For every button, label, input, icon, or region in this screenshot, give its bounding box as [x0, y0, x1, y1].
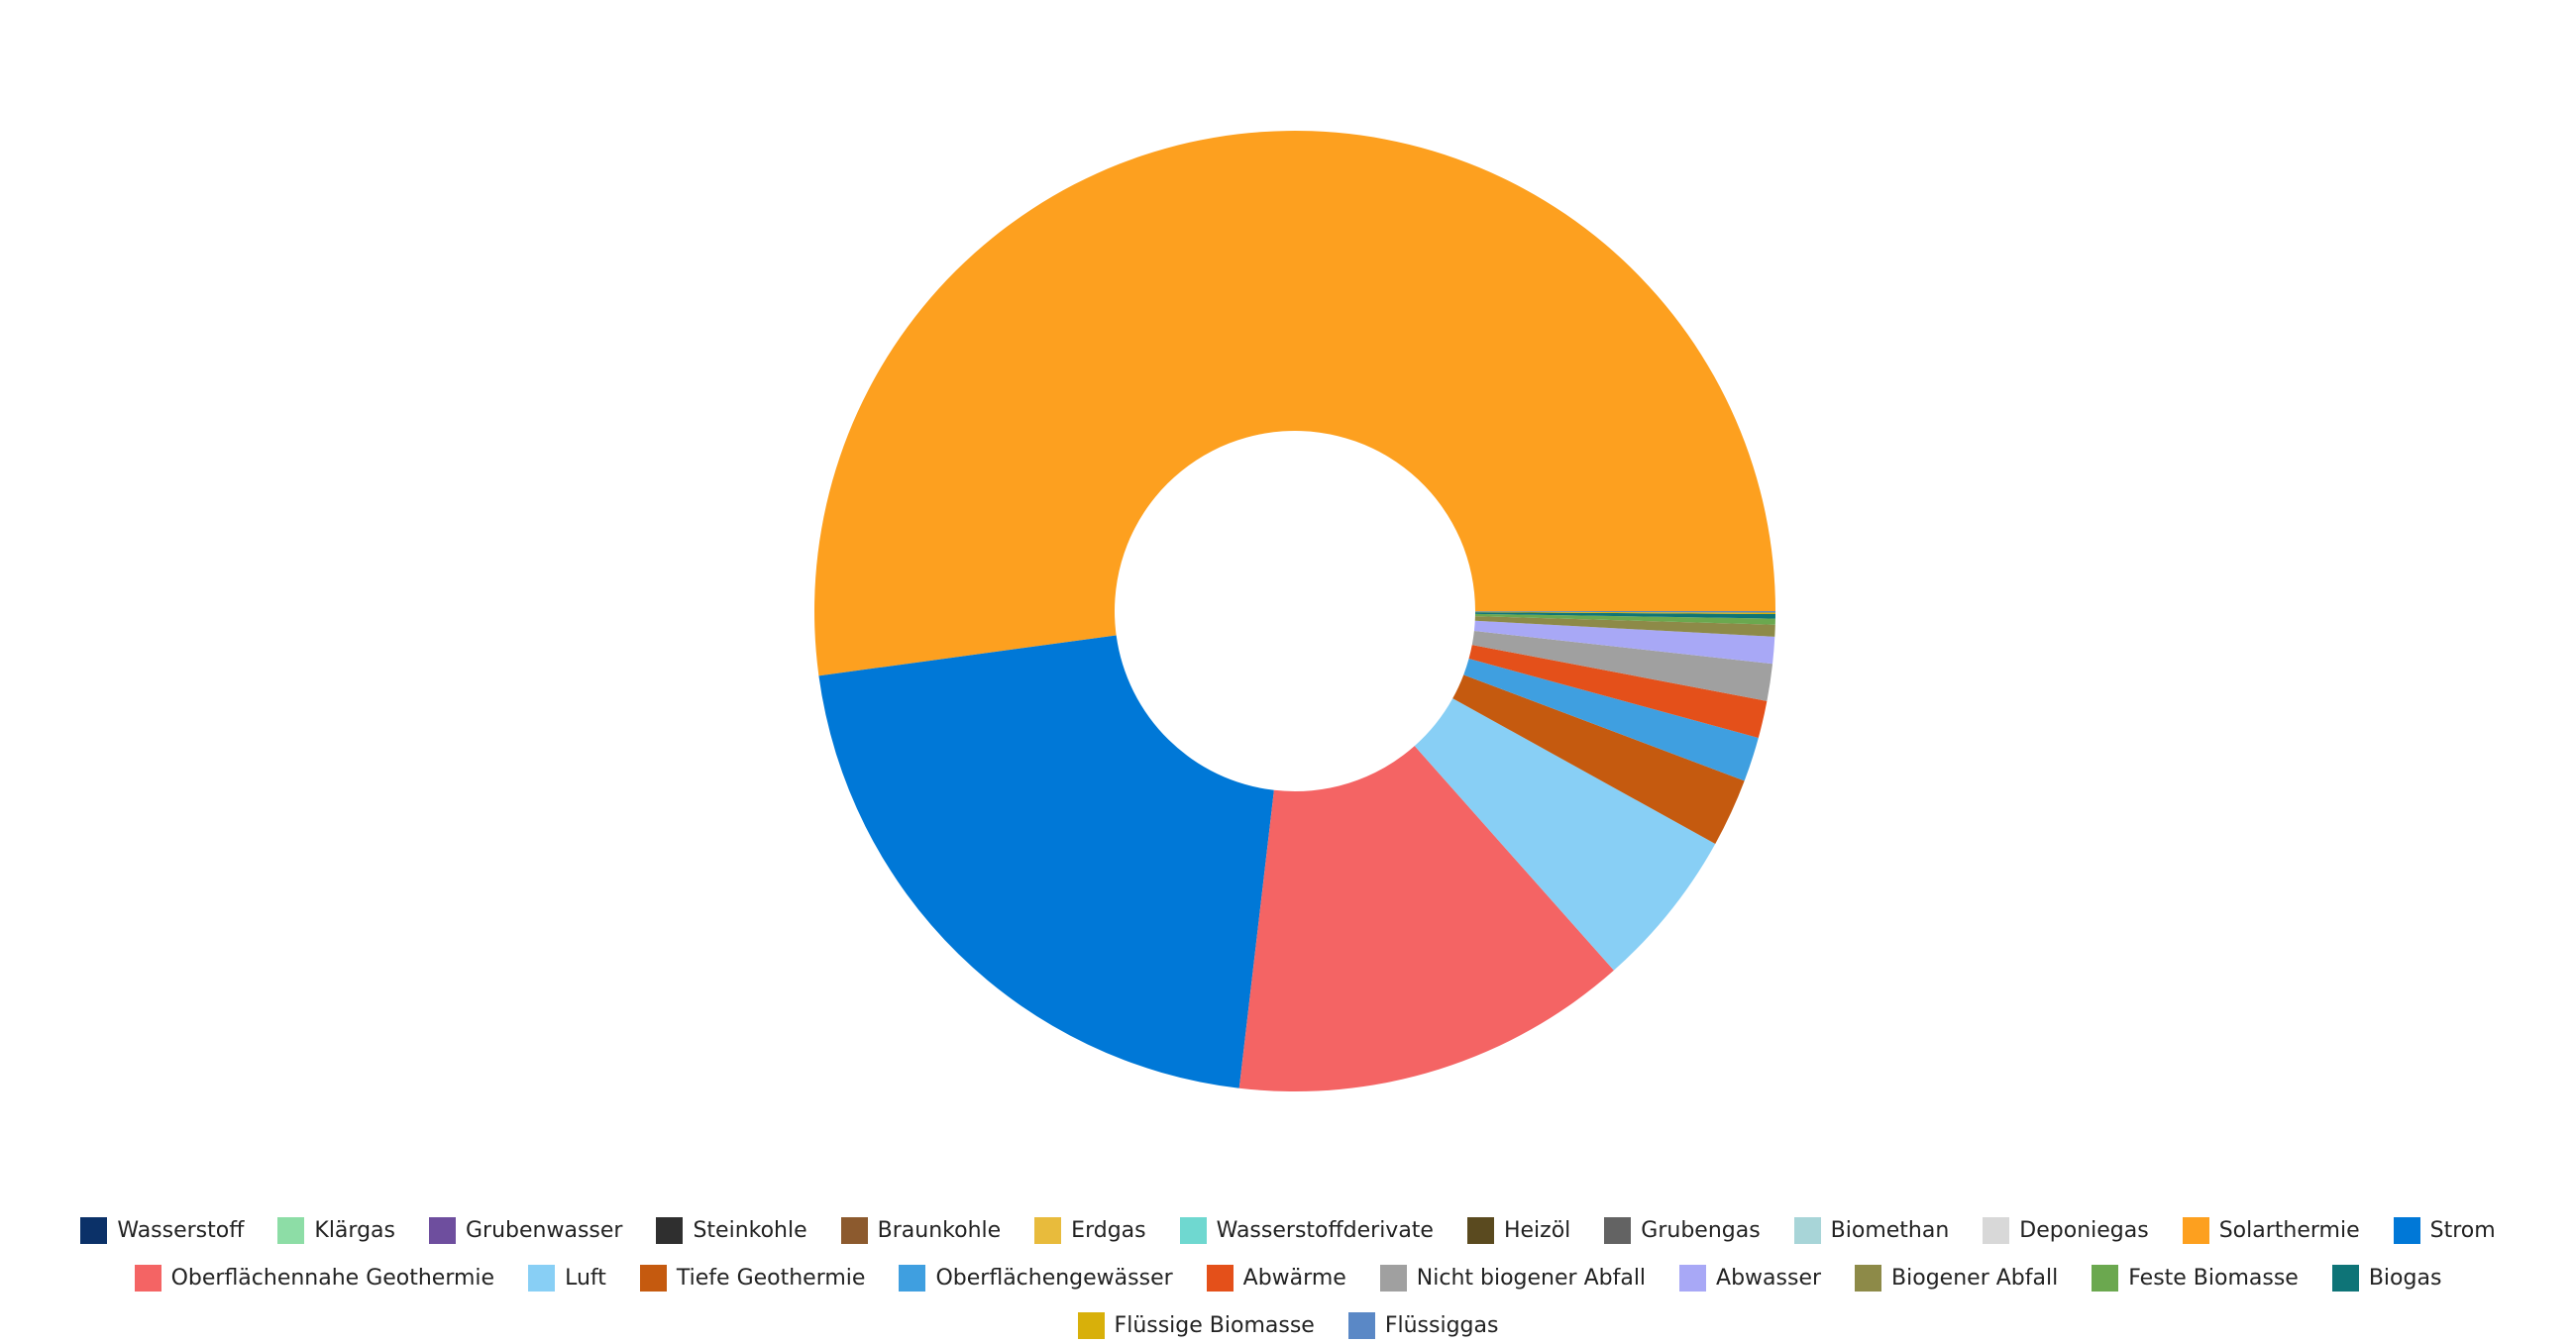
legend-item[interactable]: Solarthermie: [2182, 1211, 2360, 1249]
legend-label: Grubenwasser: [465, 1217, 623, 1243]
legend-swatch: [1179, 1216, 1207, 1244]
legend-label: Wasserstoff: [117, 1217, 245, 1243]
donut-slice: [1471, 630, 1773, 701]
legend-swatch: [528, 1264, 556, 1292]
donut-slice: [1474, 616, 1775, 637]
legend-label: Heizöl: [1503, 1217, 1571, 1243]
donut-slice: [814, 131, 1775, 676]
legend-swatch: [1034, 1216, 1062, 1244]
legend-label: Klärgas: [314, 1217, 395, 1243]
legend-swatch: [428, 1216, 456, 1244]
legend-label: Oberflächennahe Geothermie: [170, 1265, 495, 1291]
legend-swatch: [1793, 1216, 1821, 1244]
legend-item[interactable]: Luft: [528, 1259, 606, 1296]
legend-label: Abwasser: [1716, 1265, 1822, 1291]
legend-swatch: [639, 1264, 667, 1292]
donut-slice: [1474, 613, 1775, 625]
legend-item[interactable]: Wasserstoffderivate: [1179, 1211, 1434, 1249]
legend-swatch: [1466, 1216, 1494, 1244]
legend-label: Abwärme: [1242, 1265, 1346, 1291]
legend-swatch: [1347, 1311, 1375, 1339]
legend-label: Feste Biomasse: [2128, 1265, 2299, 1291]
legend-item[interactable]: Braunkohle: [840, 1211, 1002, 1249]
legend-swatch: [2393, 1216, 2420, 1244]
donut-slice: [1473, 620, 1775, 665]
legend-swatch: [277, 1216, 305, 1244]
legend-swatch: [2182, 1216, 2209, 1244]
donut-slice: [1238, 746, 1614, 1091]
legend-item[interactable]: Abwasser: [1679, 1259, 1821, 1296]
legend-label: Strom: [2429, 1217, 2496, 1243]
donut-slice: [1474, 611, 1775, 615]
legend-label: Braunkohle: [877, 1217, 1002, 1243]
legend-swatch: [840, 1216, 868, 1244]
legend-swatch: [1604, 1216, 1632, 1244]
legend-item[interactable]: Deponiegas: [1983, 1211, 2149, 1249]
donut-slice: [1468, 645, 1768, 738]
legend-item[interactable]: Grubengas: [1604, 1211, 1761, 1249]
legend-item[interactable]: Nicht biogener Abfall: [1379, 1259, 1647, 1296]
legend-label: Luft: [565, 1265, 606, 1291]
legend-swatch: [1855, 1264, 1882, 1292]
donut-slice: [1452, 674, 1745, 844]
donut-slice: [1463, 659, 1759, 781]
legend-item[interactable]: Biomethan: [1793, 1211, 1950, 1249]
legend-swatch: [2092, 1264, 2119, 1292]
legend-label: Erdgas: [1071, 1217, 1146, 1243]
legend-swatch: [1679, 1264, 1707, 1292]
legend-swatch: [1379, 1264, 1407, 1292]
legend-label: Solarthermie: [2218, 1217, 2360, 1243]
legend-item[interactable]: Tiefe Geothermie: [639, 1259, 866, 1296]
legend-item[interactable]: Abwärme: [1206, 1259, 1346, 1296]
legend-label: Grubengas: [1641, 1217, 1761, 1243]
legend-label: Biomethan: [1830, 1217, 1950, 1243]
legend-label: Oberflächengewässer: [935, 1265, 1173, 1291]
chart: [814, 131, 1775, 1091]
legend-label: Flüssiggas: [1384, 1312, 1499, 1338]
legend-swatch: [134, 1264, 161, 1292]
legend-swatch: [80, 1216, 108, 1244]
legend-item[interactable]: Flüssige Biomasse: [1077, 1306, 1315, 1344]
legend-swatch: [2331, 1264, 2359, 1292]
legend-label: Tiefe Geothermie: [676, 1265, 866, 1291]
legend-swatch: [1077, 1311, 1105, 1339]
donut-slice: [1474, 611, 1775, 613]
legend-item[interactable]: Biogener Abfall: [1855, 1259, 2058, 1296]
legend-item[interactable]: Erdgas: [1034, 1211, 1146, 1249]
legend-item[interactable]: Strom: [2393, 1211, 2496, 1249]
legend-label: Nicht biogener Abfall: [1416, 1265, 1647, 1291]
legend-label: Deponiegas: [2019, 1217, 2149, 1243]
legend-label: Biogener Abfall: [1891, 1265, 2059, 1291]
legend-item[interactable]: Wasserstoff: [80, 1211, 244, 1249]
legend-item[interactable]: Flüssiggas: [1347, 1306, 1499, 1344]
legend-item[interactable]: Klärgas: [277, 1211, 395, 1249]
legend-label: Flüssige Biomasse: [1114, 1312, 1315, 1338]
legend-swatch: [1206, 1264, 1234, 1292]
legend-label: Wasserstoffderivate: [1216, 1217, 1434, 1243]
legend-label: Steinkohle: [693, 1217, 807, 1243]
legend-item[interactable]: Feste Biomasse: [2092, 1259, 2299, 1296]
legend-item[interactable]: Steinkohle: [656, 1211, 807, 1249]
legend-swatch: [656, 1216, 684, 1244]
legend-item[interactable]: Biogas: [2331, 1259, 2442, 1296]
donut-slice: [1474, 612, 1775, 619]
legend-swatch: [899, 1264, 926, 1292]
legend-item[interactable]: Oberflächennahe Geothermie: [134, 1259, 495, 1296]
donut-slice: [818, 635, 1274, 1088]
legend: Wasserstoff Klärgas Grubenwasser Steinkohle…: [30, 1211, 2546, 1344]
legend-item[interactable]: Heizöl: [1466, 1211, 1571, 1249]
donut-slice: [1414, 698, 1716, 971]
legend-label: Biogas: [2368, 1265, 2442, 1291]
legend-item[interactable]: Oberflächengewässer: [899, 1259, 1173, 1296]
legend-swatch: [1983, 1216, 2010, 1244]
legend-item[interactable]: Grubenwasser: [428, 1211, 623, 1249]
